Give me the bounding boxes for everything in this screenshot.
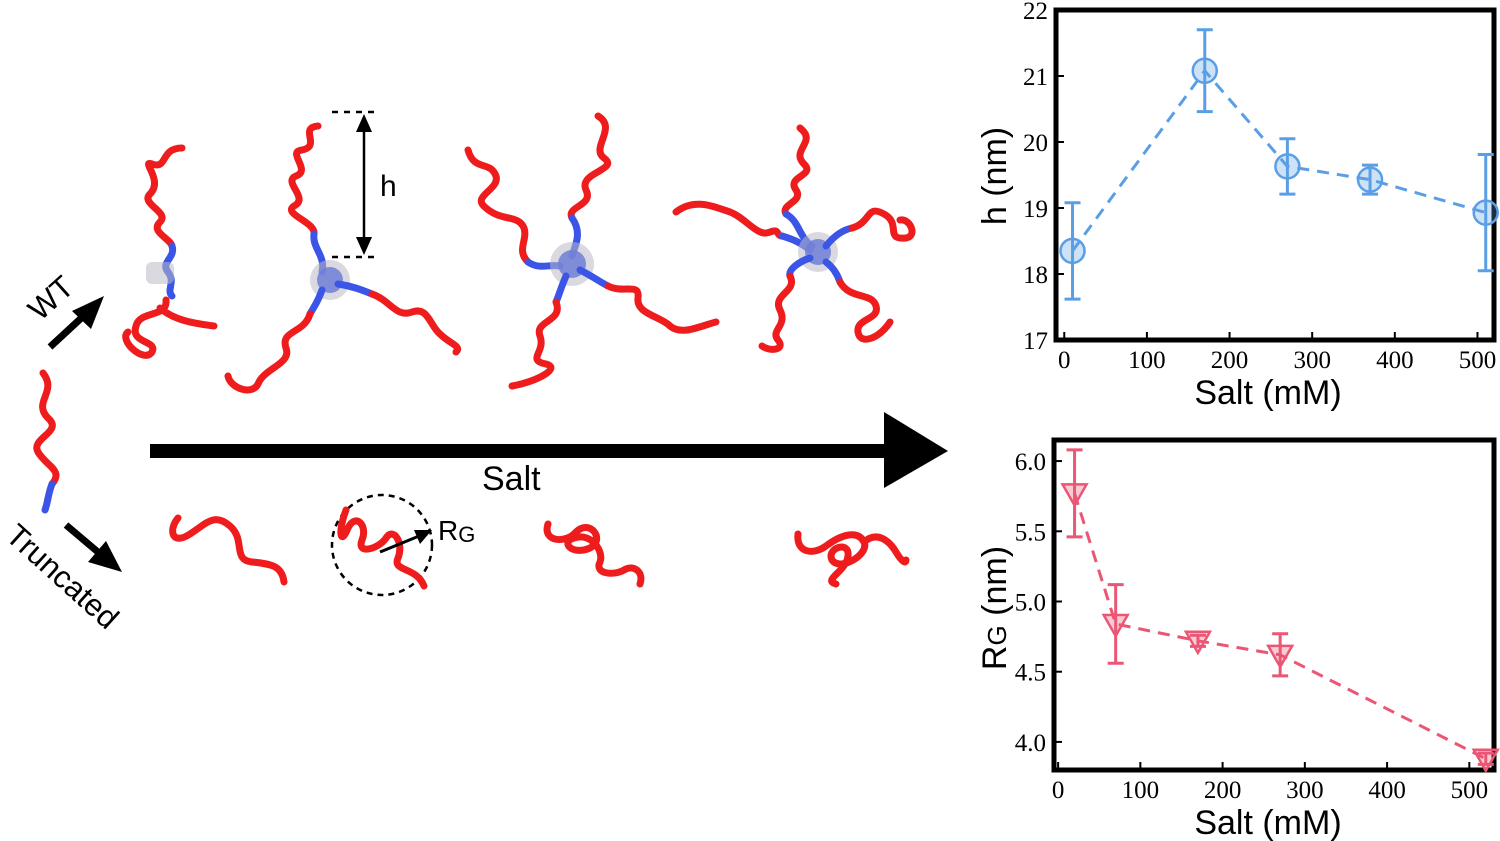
wt-label: WT: [21, 269, 80, 327]
x-tick-label: 500: [1451, 777, 1489, 804]
x-tick-label: 300: [1286, 777, 1324, 804]
data-point: [1191, 57, 1219, 84]
wt-tetramer: [672, 124, 916, 353]
chart-rg-marks: [1060, 448, 1500, 774]
y-tick-label: 17: [1023, 328, 1048, 355]
y-tick-label: 19: [1023, 196, 1048, 223]
wt-monomer: [122, 144, 218, 359]
chart-rg-frame: [1051, 437, 1497, 773]
x-tick-label: 400: [1376, 347, 1414, 374]
data-point: [1266, 644, 1295, 670]
salt-arrow: [150, 412, 948, 488]
x-tick-label: 400: [1368, 777, 1406, 804]
error-bar: [1279, 137, 1296, 196]
y-tick-label: 18: [1023, 262, 1048, 289]
data-point: [1472, 199, 1499, 226]
y-tick-label: 6.0: [1015, 449, 1046, 476]
truncated-chain-4: [794, 530, 910, 588]
y-tick-label: 22: [1023, 0, 1048, 25]
x-tick-label: 0: [1052, 777, 1065, 804]
y-tick-label: 5.5: [1015, 519, 1046, 546]
h-marker-label: h: [380, 170, 397, 203]
data-point: [1059, 237, 1086, 265]
chart-h-xlabel: Salt (mM): [1194, 374, 1341, 412]
data-point: [1060, 483, 1089, 508]
truncated-label: Truncated: [0, 517, 126, 636]
rg-vs-salt-chart: 0 100 200 300 400 500 4.0 4.5 5.0 5.5 6.0 Salt (mM…: [976, 437, 1500, 841]
chart-rg-ticks: 0 100 200 300 400 500 4.0 4.5 5.0 5.5 6.0: [1015, 449, 1488, 804]
data-point: [1274, 153, 1301, 180]
truncated-branch-arrow: [63, 522, 122, 572]
error-bar: [1064, 201, 1081, 301]
truncated-chain-1: [169, 514, 288, 586]
wt-dimer: [224, 122, 461, 394]
error-bar: [1477, 751, 1494, 766]
chart-h-ticks: 0 100 200 300 400 500 17 18 19 20 21 22: [1023, 0, 1496, 374]
h-vs-salt-chart: 0 100 200 300 400 500 17 18 19 20 21 22 Salt (mM) h…: [976, 0, 1499, 412]
error-bar: [1196, 28, 1213, 114]
data-point: [1356, 166, 1384, 193]
error-bar: [1107, 583, 1124, 665]
chart-rg-ylabel: RG (nm): [976, 546, 1014, 670]
x-tick-label: 500: [1459, 347, 1497, 374]
error-bar: [1066, 448, 1083, 539]
y-tick-label: 20: [1023, 130, 1048, 157]
y-tick-label: 5.0: [1015, 589, 1046, 616]
error-bar: [1362, 163, 1379, 196]
chart-h-ylabel: h (nm): [976, 127, 1014, 225]
x-tick-label: 100: [1122, 777, 1160, 804]
salt-arrow-label: Salt: [482, 460, 541, 498]
wt-branch-arrow: [47, 296, 104, 350]
x-tick-label: 200: [1211, 347, 1249, 374]
wt-trimer: [464, 112, 720, 390]
series-line: [1073, 492, 1487, 761]
data-point: [1101, 613, 1130, 639]
y-tick-label: 4.0: [1015, 730, 1046, 757]
error-bar: [1189, 633, 1206, 648]
chart-rg-xlabel: Salt (mM): [1194, 804, 1341, 841]
error-bar: [1477, 153, 1494, 273]
y-tick-label: 4.5: [1015, 660, 1046, 687]
truncated-chain-2-with-rg: [330, 493, 434, 597]
x-tick-label: 0: [1058, 347, 1071, 374]
x-tick-label: 200: [1204, 777, 1242, 804]
x-tick-label: 100: [1128, 347, 1166, 374]
data-point: [1471, 748, 1500, 774]
truncated-chain-3: [543, 520, 645, 588]
y-tick-label: 21: [1023, 64, 1048, 91]
rg-marker-label: RG: [438, 515, 475, 547]
x-tick-label: 300: [1293, 347, 1331, 374]
chart-h-marks: [1059, 28, 1499, 301]
initial-monomer-chain: [33, 369, 60, 514]
h-dimension-marker: [332, 110, 380, 259]
chart-h-frame: [1053, 7, 1497, 343]
data-point: [1183, 630, 1213, 656]
